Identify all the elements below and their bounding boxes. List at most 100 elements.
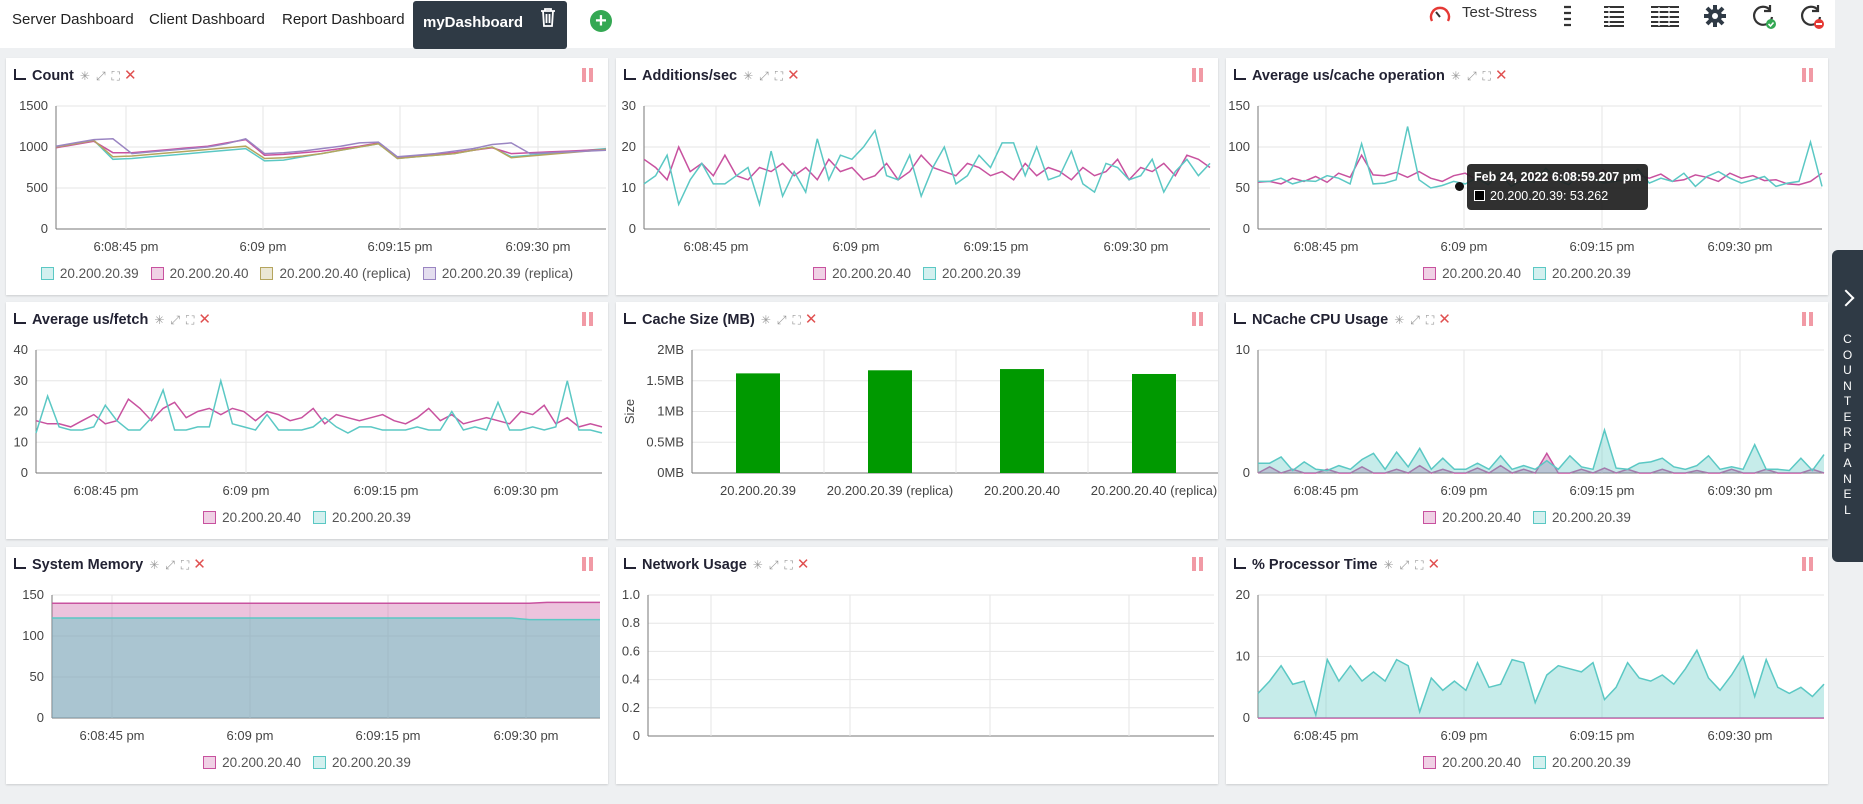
legend-item[interactable]: 20.200.20.40 — [203, 510, 301, 525]
legend-item[interactable]: 20.200.20.39 (replica) — [422, 266, 573, 281]
close-icon[interactable]: ✕ — [804, 311, 818, 328]
fullscreen-icon[interactable]: ⛶ — [180, 558, 190, 572]
legend-item[interactable]: 20.200.20.39 — [313, 510, 411, 525]
pause-icon[interactable] — [1192, 312, 1204, 326]
bar[interactable] — [1132, 373, 1176, 473]
legend-item[interactable]: 20.200.20.39 — [313, 755, 411, 770]
settings-icon[interactable]: ✳ — [79, 69, 90, 83]
settings-icon[interactable]: ✳ — [149, 558, 160, 572]
tab-mydashboard[interactable]: myDashboard — [413, 1, 568, 49]
refresh-ok-icon[interactable] — [1751, 4, 1777, 35]
panel-network-usage: Network Usage ✳ ⤢ ⛶✕ 0 0.2 0.4 0.6 0.8 1.0 6:08:45… — [616, 547, 1218, 784]
pause-icon[interactable] — [1192, 68, 1204, 82]
fullscreen-icon[interactable]: ⛶ — [111, 69, 120, 83]
series-line[interactable] — [55, 137, 607, 158]
legend-item[interactable]: 20.200.20.39 — [923, 266, 1021, 281]
panel-average-us-fetch: Average us/fetch ✳ ⤢ ⛶ ✕ 0 10 20 30 40 6:08:45 pm 6… — [6, 302, 608, 539]
expand-icon[interactable]: ⤢ — [768, 558, 779, 572]
fullscreen-icon[interactable]: ⛶ — [784, 558, 793, 572]
legend-item[interactable]: 20.200.20.40 — [1423, 755, 1521, 770]
settings-icon[interactable]: ✳ — [1394, 313, 1405, 327]
series-line[interactable] — [35, 398, 603, 428]
series-line[interactable] — [35, 377, 603, 434]
legend-item[interactable]: 20.200.20.39 — [1533, 266, 1631, 281]
trash-icon[interactable] — [539, 1, 557, 45]
x-tick-label: 6:08:45 pm — [79, 728, 144, 743]
bar[interactable] — [868, 370, 912, 473]
counter-panel-label: COUNTER PANEL — [1842, 332, 1854, 517]
expand-icon[interactable]: ⤢ — [759, 69, 769, 83]
layout-3-column-icon[interactable] — [1650, 4, 1680, 33]
legend-item[interactable]: 20.200.20.40 — [150, 266, 248, 281]
series-line[interactable] — [52, 601, 600, 604]
bar[interactable] — [1000, 369, 1044, 473]
fullscreen-icon[interactable]: ⛶ — [792, 313, 801, 327]
settings-icon[interactable]: ✳ — [154, 313, 165, 327]
settings-icon[interactable]: ✳ — [752, 558, 763, 572]
tab-server-dashboard[interactable]: Server Dashboard — [12, 11, 134, 28]
close-icon[interactable]: ✕ — [787, 67, 800, 84]
pause-icon[interactable] — [1802, 312, 1814, 326]
tab-client-dashboard[interactable]: Client Dashboard — [149, 11, 265, 28]
legend-item[interactable]: 20.200.20.39 — [1533, 510, 1631, 525]
close-icon[interactable]: ✕ — [796, 556, 810, 573]
layout-2-column-icon[interactable] — [1602, 4, 1626, 33]
gauge-icon[interactable] — [1428, 3, 1452, 32]
settings-icon[interactable]: ✳ — [743, 69, 754, 83]
expand-icon[interactable]: ⤢ — [165, 558, 175, 572]
close-icon[interactable]: ✕ — [1427, 556, 1441, 573]
legend-item[interactable]: 20.200.20.40 — [1423, 266, 1521, 281]
close-icon[interactable]: ✕ — [198, 311, 211, 328]
settings-icon[interactable]: ✳ — [1383, 558, 1394, 572]
series-line[interactable] — [1257, 648, 1825, 718]
add-dashboard-icon[interactable]: + — [590, 10, 612, 32]
series-line[interactable] — [55, 139, 607, 160]
expand-icon[interactable]: ⤢ — [1466, 69, 1477, 83]
fullscreen-icon[interactable]: ⛶ — [1425, 313, 1435, 327]
series-line[interactable] — [643, 145, 1211, 182]
legend-item[interactable]: 20.200.20.40 — [1423, 510, 1521, 525]
series-line[interactable] — [643, 128, 1211, 208]
legend-item[interactable]: 20.200.20.40 (replica) — [260, 266, 411, 281]
refresh-stop-icon[interactable] — [1799, 4, 1825, 35]
fullscreen-icon[interactable]: ⛶ — [1482, 69, 1491, 83]
pause-icon[interactable] — [1802, 557, 1814, 571]
pause-icon[interactable] — [582, 68, 594, 82]
expand-icon[interactable]: ⤢ — [776, 313, 787, 327]
expand-icon[interactable]: ⤢ — [1399, 558, 1410, 572]
pause-icon[interactable] — [1802, 68, 1814, 82]
expand-icon[interactable]: ⤢ — [95, 69, 106, 83]
legend-item[interactable]: 20.200.20.39 — [1533, 755, 1631, 770]
pause-icon[interactable] — [582, 312, 594, 326]
fullscreen-icon[interactable]: ⛶ — [1415, 558, 1424, 572]
legend-item[interactable]: 20.200.20.40 — [203, 755, 301, 770]
settings-icon[interactable]: ✳ — [760, 313, 771, 327]
close-icon[interactable]: ✕ — [1494, 67, 1508, 84]
x-tick-label: 6:09:30 pm — [1707, 728, 1772, 743]
expand-icon[interactable]: ⤢ — [1410, 313, 1420, 327]
panel-title: Additions/sec ✳ ⤢ ⛶ ✕ — [624, 66, 800, 84]
settings-icon[interactable]: ✳ — [1450, 69, 1461, 83]
bar[interactable] — [736, 373, 780, 473]
tab-report-dashboard[interactable]: Report Dashboard — [282, 11, 405, 28]
legend-label: 20.200.20.40 — [1442, 266, 1521, 281]
series-line[interactable] — [1257, 451, 1825, 474]
fullscreen-icon[interactable]: ⛶ — [185, 313, 195, 327]
fullscreen-icon[interactable]: ⛶ — [774, 69, 784, 83]
legend-item[interactable]: 20.200.20.39 — [40, 266, 139, 281]
pause-icon[interactable] — [1192, 557, 1204, 571]
close-icon[interactable]: ✕ — [1438, 311, 1451, 328]
counter-panel-toggle[interactable]: COUNTER PANEL — [1832, 250, 1863, 562]
gear-icon[interactable] — [1703, 4, 1727, 33]
legend-item[interactable]: 20.200.20.40 — [813, 266, 911, 281]
layout-1-column-icon[interactable] — [1560, 4, 1574, 33]
series-line[interactable] — [55, 138, 607, 159]
expand-icon[interactable]: ⤢ — [170, 313, 180, 327]
series-line[interactable] — [1258, 427, 1825, 472]
close-icon[interactable]: ✕ — [123, 67, 137, 84]
series-line[interactable] — [52, 617, 600, 621]
tooltip-line: 20.200.20.39: 53.262 — [1474, 187, 1641, 206]
pause-icon[interactable] — [582, 557, 594, 571]
top-bar: Server Dashboard Client Dashboard Report… — [0, 0, 1835, 49]
close-icon[interactable]: ✕ — [193, 556, 206, 573]
